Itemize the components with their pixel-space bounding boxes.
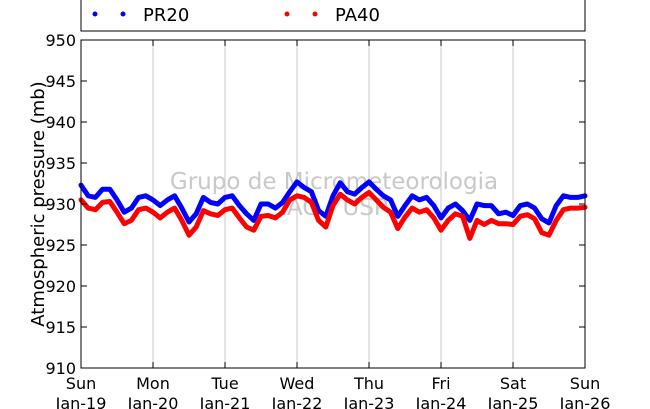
x-tick-label-date: Jan-21 — [199, 394, 251, 409]
legend-marker — [312, 11, 318, 17]
legend-label-pa40: PA40 — [335, 5, 380, 26]
x-tick-label-day: Sun — [570, 374, 600, 393]
x-tick-label-date: Jan-24 — [415, 394, 467, 409]
legend: PR20 PA40 — [92, 5, 380, 26]
x-tick-label-day: Fri — [431, 374, 450, 393]
y-tick-label: 940 — [45, 113, 76, 132]
x-tick-label-day: Sat — [500, 374, 526, 393]
x-tick-label-day: Sun — [66, 374, 96, 393]
x-tick-label-date: Jan-20 — [127, 394, 179, 409]
legend-marker — [284, 11, 290, 17]
x-tick-label-date: Jan-19 — [55, 394, 107, 409]
y-tick-label: 910 — [45, 359, 76, 378]
y-tick-label: 915 — [45, 318, 76, 337]
legend-marker — [120, 11, 126, 17]
series-layer — [78, 179, 588, 241]
legend-label-pr20: PR20 — [143, 5, 189, 26]
y-tick-label: 950 — [45, 31, 76, 50]
y-tick-label: 920 — [45, 277, 76, 296]
y-tick-label: 935 — [45, 154, 76, 173]
y-axis-label: Atmospheric pressure (mb) — [28, 81, 49, 326]
x-tick-label-day: Mon — [136, 374, 170, 393]
grid — [152, 40, 514, 368]
y-axis: 910 915 920 925 930 935 940 945 950 — [45, 31, 585, 378]
x-tick-label-date: Jan-23 — [343, 394, 395, 409]
x-axis: SunJan-19MonJan-20TueJan-21WedJan-22ThuJ… — [55, 40, 611, 409]
series-line-pa40 — [78, 190, 588, 241]
x-tick-label-date: Jan-25 — [487, 394, 539, 409]
legend-marker — [92, 11, 98, 17]
x-tick-label-date: Jan-22 — [271, 394, 323, 409]
series-line-pr20 — [78, 179, 588, 226]
y-tick-label: 925 — [45, 236, 76, 255]
x-tick-label-day: Thu — [353, 374, 384, 393]
legend-box — [80, 0, 586, 32]
x-tick-label-day: Wed — [280, 374, 315, 393]
x-tick-label-date: Jan-26 — [559, 394, 611, 409]
y-tick-label: 930 — [45, 195, 76, 214]
y-tick-label: 945 — [45, 72, 76, 91]
x-tick-label-day: Tue — [210, 374, 238, 393]
